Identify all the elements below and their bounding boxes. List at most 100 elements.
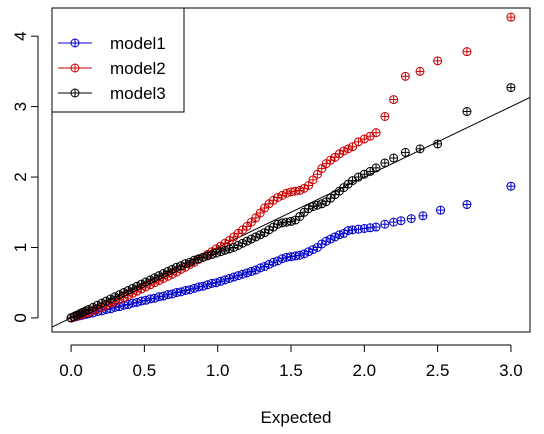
y-axis: 0 1 2 3 4 [11,31,39,323]
point-model3-38 [224,244,234,254]
x-tick-label: 2.5 [426,361,450,380]
x-tick-label: 3.0 [499,361,523,380]
point-model1-25 [167,289,177,299]
legend: model1 model2 model3 [51,7,185,113]
x-axis: 0.0 0.5 1.0 1.5 2.0 2.5 3.0 [59,344,523,380]
point-model1-71 [380,219,390,229]
point-model2-51 [282,188,292,198]
point-model1-48 [268,257,278,267]
point-model3-31 [194,254,204,264]
point-model3-75 [433,139,443,149]
point-model3-73 [400,147,410,157]
point-model1-27 [176,287,186,297]
point-model3-70 [371,163,381,173]
y-tick-label: 2 [11,172,30,181]
legend-item-model3: model3 [58,84,166,103]
point-model2-45 [255,208,265,218]
point-model3-71 [380,158,390,168]
point-model1-77 [462,200,472,210]
y-tick-label: 4 [11,31,30,40]
point-model3-74 [415,144,425,154]
point-model3-52 [286,216,296,226]
x-tick-label: 0.5 [133,361,157,380]
point-model1-29 [185,285,195,295]
legend-label: model3 [110,84,166,103]
legend-label: model2 [110,59,166,78]
point-model1-69 [365,223,375,233]
point-model2-59 [317,164,327,174]
point-model2-71 [380,111,390,121]
point-model1-30 [189,283,199,293]
legend-label: model1 [110,34,166,53]
point-model3-49 [273,219,283,229]
x-axis-label: Expected [261,408,332,427]
point-model3-66 [348,176,358,186]
point-model3-30 [189,255,199,265]
point-model1-39 [229,272,239,282]
point-model1-76 [436,205,446,215]
point-model2-56 [304,180,314,190]
point-model3-72 [389,153,399,163]
point-model1-32 [198,281,208,291]
point-model1-45 [255,263,265,273]
point-model1-66 [348,225,358,235]
point-model2-44 [251,213,261,223]
point-model2-42 [242,221,252,231]
legend-item-model2: model2 [58,59,166,78]
point-model3-33 [202,251,212,261]
point-model3-28 [180,259,190,269]
point-model1-41 [238,269,248,279]
point-model1-72 [389,217,399,227]
point-model1-54 [295,250,305,260]
point-model2-70 [371,128,381,138]
legend-marker [70,63,80,73]
point-model1-40 [233,271,243,281]
point-model3-34 [207,250,217,260]
point-model2-73 [400,71,410,81]
x-tick-label: 2.0 [352,361,376,380]
point-model3-76 [462,107,472,117]
y-tick-label: 3 [11,102,30,111]
point-model1-42 [242,268,252,278]
legend-marker [70,88,80,98]
point-model2-77 [506,12,516,22]
y-tick-label: 0 [11,313,30,322]
point-model1-15 [123,300,133,310]
point-model3-69 [365,166,375,176]
point-model1-17 [132,297,142,307]
point-model3-57 [308,202,318,212]
legend-marker [70,38,80,48]
point-model1-38 [224,273,234,283]
point-model1-70 [371,222,381,232]
series-model3 [66,83,516,323]
point-model3-36 [216,247,226,257]
point-model1-19 [141,295,151,305]
point-model1-35 [211,278,221,288]
point-model1-36 [216,276,226,286]
point-model2-72 [389,95,399,105]
x-tick-label: 0.0 [59,361,83,380]
point-model1-67 [353,224,363,234]
point-model1-75 [418,211,428,221]
point-model3-32 [198,252,208,262]
point-model1-68 [359,223,369,233]
point-model1-50 [277,254,287,264]
point-model2-75 [433,56,443,66]
point-model2-76 [462,47,472,57]
point-model2-43 [246,217,256,227]
point-model1-33 [202,280,212,290]
point-model1-21 [150,293,160,303]
point-model1-23 [158,291,168,301]
point-model1-78 [506,181,516,191]
point-model3-77 [506,83,516,93]
point-model3-37 [220,245,230,255]
point-model3-58 [312,200,322,210]
points-layer [66,12,516,323]
point-model1-43 [246,266,256,276]
point-model2-57 [308,175,318,185]
plot-frame [51,7,531,333]
point-model3-26 [172,262,182,272]
point-model2-74 [415,66,425,76]
point-model1-74 [406,214,416,224]
